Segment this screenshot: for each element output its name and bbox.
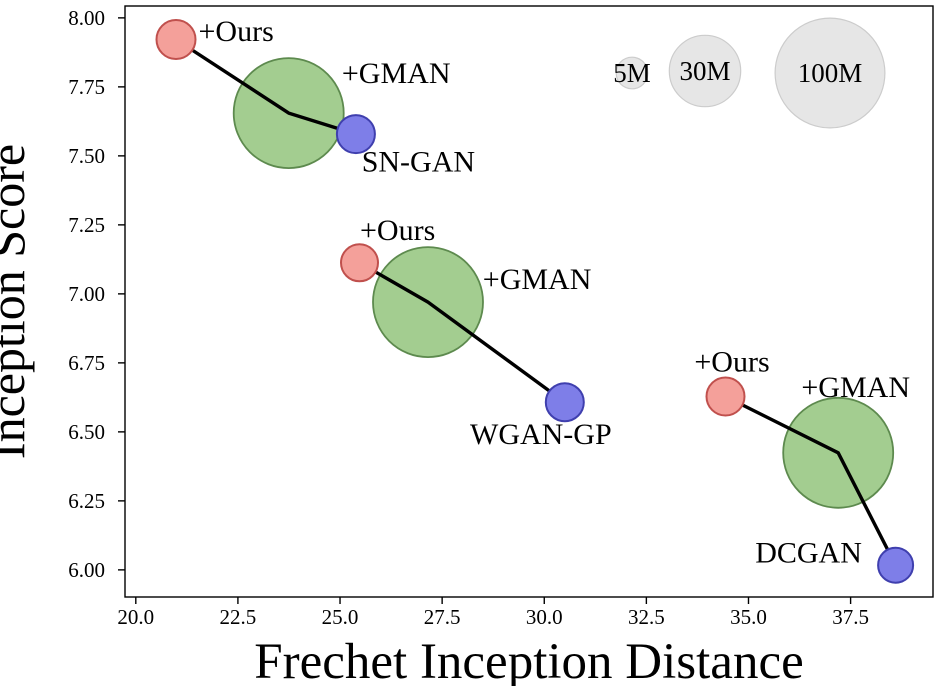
svg-text:Frechet Inception Distance: Frechet Inception Distance [254, 634, 803, 686]
svg-text:6.25: 6.25 [68, 489, 105, 513]
svg-text:7.00: 7.00 [68, 282, 105, 306]
svg-text:+Ours: +Ours [360, 214, 435, 247]
svg-text:7.75: 7.75 [68, 75, 105, 99]
svg-text:+GMAN: +GMAN [342, 57, 451, 90]
svg-text:SN-GAN: SN-GAN [362, 146, 475, 179]
svg-text:DCGAN: DCGAN [755, 536, 862, 569]
svg-text:7.25: 7.25 [68, 213, 105, 237]
svg-text:25.0: 25.0 [322, 605, 359, 629]
svg-text:WGAN-GP: WGAN-GP [470, 418, 612, 451]
svg-text:+GMAN: +GMAN [801, 371, 910, 404]
svg-text:35.0: 35.0 [730, 605, 767, 629]
svg-text:37.5: 37.5 [832, 605, 869, 629]
svg-text:32.5: 32.5 [628, 605, 665, 629]
svg-text:30.0: 30.0 [526, 605, 563, 629]
svg-text:27.5: 27.5 [424, 605, 461, 629]
svg-text:6.75: 6.75 [68, 351, 105, 375]
svg-text:Inception Score: Inception Score [0, 144, 35, 459]
svg-text:5M: 5M [613, 58, 651, 88]
svg-text:+GMAN: +GMAN [483, 263, 592, 296]
svg-text:22.5: 22.5 [220, 605, 257, 629]
svg-text:6.00: 6.00 [68, 558, 105, 582]
svg-text:+Ours: +Ours [694, 345, 769, 378]
svg-text:8.00: 8.00 [68, 6, 105, 30]
svg-text:+Ours: +Ours [199, 15, 274, 48]
svg-text:100M: 100M [798, 58, 863, 88]
svg-text:6.50: 6.50 [68, 420, 105, 444]
svg-text:7.50: 7.50 [68, 144, 105, 168]
svg-text:20.0: 20.0 [117, 605, 154, 629]
svg-text:30M: 30M [679, 56, 730, 86]
